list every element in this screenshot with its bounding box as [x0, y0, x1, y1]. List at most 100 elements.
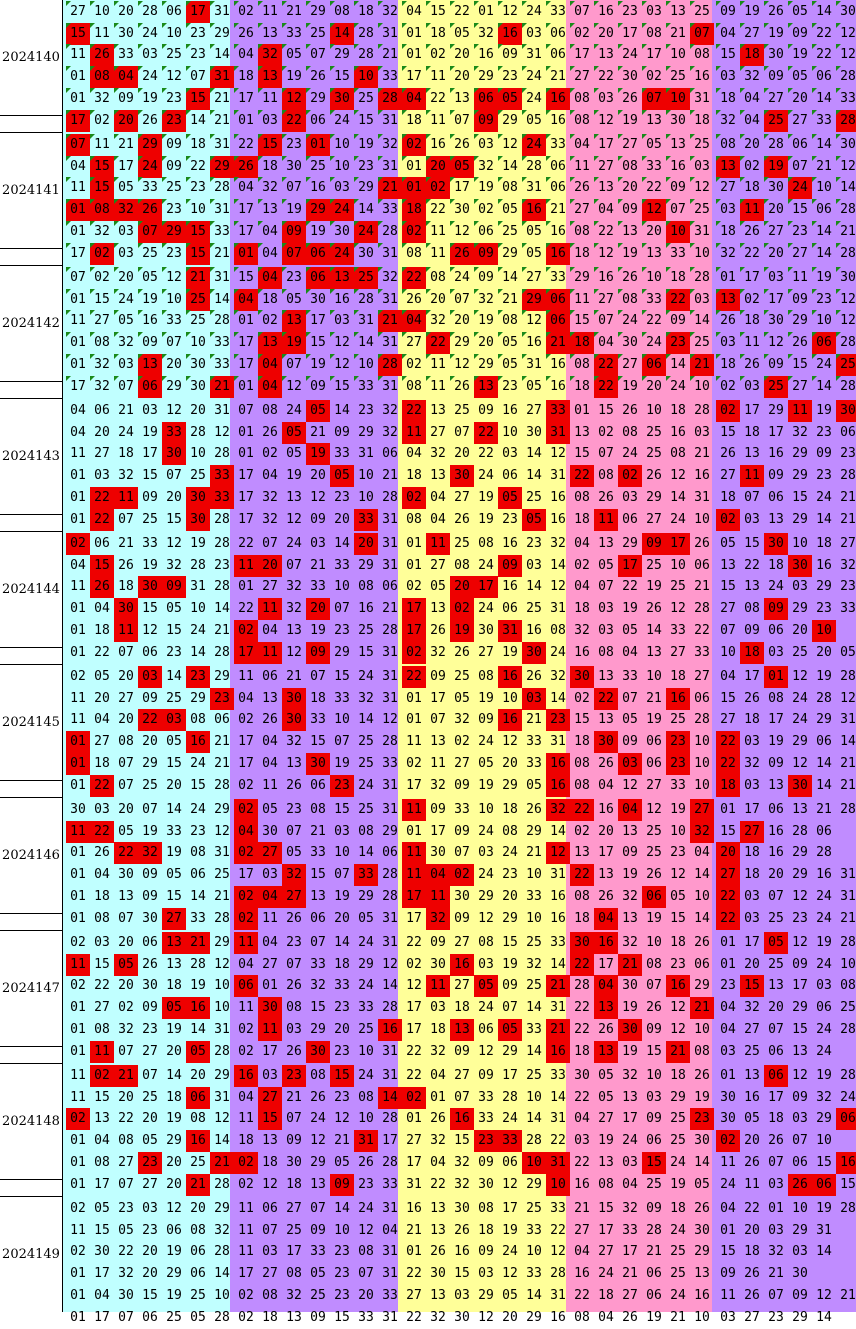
number-cell: 01 [406, 557, 422, 573]
number-cell: 05 [454, 690, 470, 706]
number-cell: 12 [594, 109, 618, 132]
number-cell: 07 [334, 601, 350, 617]
number-cell: 09 [286, 1133, 302, 1149]
number-cell: 32 [430, 446, 446, 462]
number-cell: 09 [768, 755, 784, 771]
number-cell: 27 [454, 1068, 470, 1083]
number-cell: 22 [138, 709, 162, 732]
number-cell: 28 [214, 536, 230, 551]
number-cell: 03 [526, 557, 542, 573]
number-cell: 07 [792, 1133, 808, 1149]
number-cell: 24 [816, 956, 832, 972]
number-cell: 05 [138, 267, 162, 289]
number-cell: 15 [94, 956, 110, 972]
number-cell: 27 [142, 1176, 158, 1192]
number-cell: 05 [162, 997, 186, 1020]
number-cell: 21 [310, 557, 326, 573]
number-cell: 15 [670, 910, 686, 926]
number-cell: 11 [238, 1111, 254, 1127]
number-cell: 28 [840, 468, 856, 484]
number-cell: 22 [622, 579, 638, 595]
number-cell: 23 [816, 468, 832, 484]
number-cell: 19 [474, 177, 498, 199]
number-cell: 10 [358, 1043, 374, 1059]
number-cell: 18 [768, 1111, 784, 1127]
number-cell: 05 [642, 134, 666, 156]
number-cell: 08 [310, 1068, 326, 1083]
number-cell: 30 [162, 443, 186, 466]
number-cell: 16 [546, 220, 570, 243]
number-cell: 21 [286, 669, 302, 684]
number-cell: 19 [816, 669, 832, 684]
number-cell: 10 [358, 468, 374, 484]
number-cell: 14 [694, 1154, 710, 1170]
number-cell: 31 [382, 669, 398, 684]
number-cell: 02 [90, 242, 114, 265]
number-cell: 23 [840, 446, 856, 462]
number-cell: 17 [238, 867, 254, 883]
number-cell: 16 [768, 823, 784, 839]
number-cell: 30 [570, 932, 594, 954]
number-cell: 06 [836, 1108, 856, 1131]
number-cell: 33 [622, 669, 638, 684]
number-cell: 07 [768, 1021, 784, 1037]
number-cell: 06 [546, 310, 570, 333]
number-cell: 14 [186, 109, 210, 132]
number-cell: 15 [334, 669, 350, 684]
number-cell: 17 [262, 1043, 278, 1059]
number-cell: 22 [90, 486, 114, 509]
number-cell: 09 [744, 622, 760, 638]
number-cell: 12 [670, 468, 686, 484]
number-cell: 32 [454, 1154, 470, 1170]
number-cell: 17 [234, 641, 258, 664]
number-cell: 02 [238, 1176, 254, 1192]
number-cell: 18 [238, 1133, 254, 1149]
number-cell: 02 [716, 1130, 740, 1153]
number-cell: 11 [740, 199, 764, 222]
number-cell: 07 [430, 712, 446, 728]
number-cell: 30 [94, 1244, 110, 1260]
number-cell: 13 [138, 353, 162, 376]
period-separator [0, 664, 62, 665]
number-cell: 21 [214, 734, 230, 750]
number-cell: 14 [550, 956, 566, 972]
number-cell: 08 [502, 823, 518, 839]
number-cell: 22 [740, 242, 764, 265]
number-cell: 13 [768, 978, 784, 994]
number-cell: 05 [450, 22, 474, 45]
number-cell: 31 [382, 777, 398, 793]
number-cell: 23 [502, 511, 518, 527]
number-cell: 02 [70, 978, 86, 994]
number-cell: 26 [234, 155, 258, 178]
number-cell: 29 [816, 579, 832, 595]
number-cell: 06 [310, 777, 326, 793]
number-cell: 17 [406, 1021, 422, 1037]
number-cell: 08 [690, 44, 714, 66]
period-separator [0, 132, 62, 133]
number-cell: 23 [186, 177, 210, 199]
number-cell: 25 [744, 1043, 760, 1059]
number-cell: 02 [234, 885, 258, 908]
number-cell: 11 [426, 375, 450, 398]
number-cell: 21 [310, 424, 326, 440]
number-cell: 13 [430, 734, 446, 750]
number-cell: 25 [454, 669, 470, 684]
period-separator [0, 248, 62, 249]
number-cell: 11 [426, 975, 450, 998]
number-cell: 05 [670, 888, 686, 904]
number-cell: 05 [166, 867, 182, 883]
number-cell: 27 [526, 403, 542, 418]
number-cell: 24 [450, 267, 474, 289]
number-cell: 13 [744, 579, 760, 595]
number-cell: 01 [70, 888, 86, 904]
number-cell: 05 [474, 975, 498, 998]
number-cell: 24 [118, 424, 134, 440]
number-cell: 31 [378, 288, 402, 311]
number-cell: 27 [618, 134, 642, 156]
number-cell: 06 [546, 177, 570, 199]
number-cell: 19 [598, 1133, 614, 1149]
number-cell: 30 [836, 267, 856, 289]
number-cell: 01 [402, 155, 426, 178]
number-cell: 31 [550, 601, 566, 617]
number-cell: 07 [598, 446, 614, 462]
